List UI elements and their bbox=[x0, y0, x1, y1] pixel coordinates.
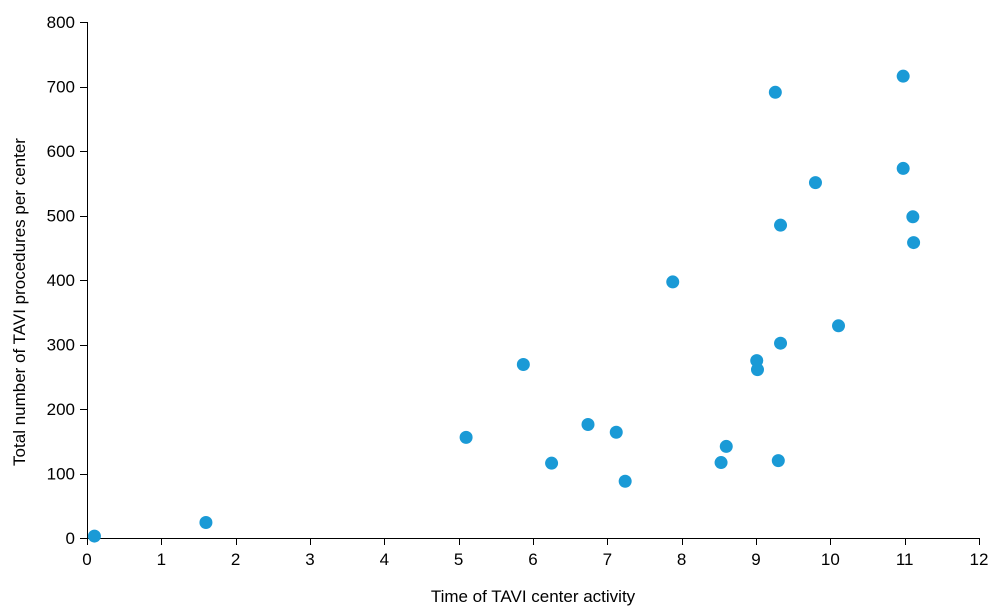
data-point bbox=[618, 474, 632, 488]
y-ticks: 0 100 200 300 400 500 600 700 800 bbox=[47, 13, 87, 548]
data-point bbox=[459, 430, 473, 444]
x-axis-title: Time of TAVI center activity bbox=[431, 587, 636, 606]
x-tick-label: 4 bbox=[380, 550, 389, 569]
data-point bbox=[907, 236, 921, 250]
x-tick-label: 6 bbox=[528, 550, 537, 569]
data-point bbox=[666, 275, 680, 289]
x-tick-label: 12 bbox=[970, 550, 989, 569]
y-axis-title: Total number of TAVI procedures per cent… bbox=[10, 138, 29, 466]
data-point bbox=[714, 456, 728, 470]
y-tick-label: 700 bbox=[47, 78, 75, 97]
data-point bbox=[516, 357, 530, 371]
x-tick-label: 1 bbox=[157, 550, 166, 569]
data-point bbox=[774, 218, 788, 232]
data-point bbox=[581, 417, 595, 431]
y-tick-label: 400 bbox=[47, 271, 75, 290]
y-tick-label: 300 bbox=[47, 336, 75, 355]
x-tick-label: 11 bbox=[896, 550, 914, 569]
x-tick-label: 5 bbox=[454, 550, 463, 569]
data-point bbox=[609, 425, 623, 439]
data-point bbox=[87, 529, 101, 543]
data-point bbox=[750, 363, 764, 377]
x-tick-label: 7 bbox=[603, 550, 612, 569]
x-tick-label: 2 bbox=[231, 550, 240, 569]
y-tick-label: 100 bbox=[47, 465, 75, 484]
x-tick-label: 3 bbox=[305, 550, 314, 569]
x-tick-label: 10 bbox=[821, 550, 840, 569]
data-point bbox=[774, 336, 788, 350]
y-tick-label: 200 bbox=[47, 400, 75, 419]
y-tick-label: 800 bbox=[47, 13, 75, 32]
x-tick-label: 0 bbox=[82, 550, 91, 569]
axes bbox=[87, 22, 979, 539]
y-tick-label: 600 bbox=[47, 142, 75, 161]
data-points bbox=[87, 69, 921, 543]
x-ticks: 0 1 2 3 4 5 6 7 8 9 10 11 12 bbox=[82, 538, 988, 569]
x-tick-label: 8 bbox=[677, 550, 686, 569]
data-point bbox=[896, 69, 910, 83]
data-point bbox=[768, 85, 782, 99]
data-point bbox=[808, 176, 822, 190]
data-point bbox=[832, 319, 846, 333]
x-tick-label: 9 bbox=[751, 550, 760, 569]
data-point bbox=[719, 439, 733, 453]
data-point bbox=[199, 516, 213, 530]
data-point bbox=[771, 454, 785, 468]
y-tick-label: 500 bbox=[47, 207, 75, 226]
y-tick-label: 0 bbox=[66, 529, 75, 548]
data-point bbox=[545, 456, 559, 470]
data-point bbox=[896, 161, 910, 175]
data-point bbox=[906, 210, 920, 224]
